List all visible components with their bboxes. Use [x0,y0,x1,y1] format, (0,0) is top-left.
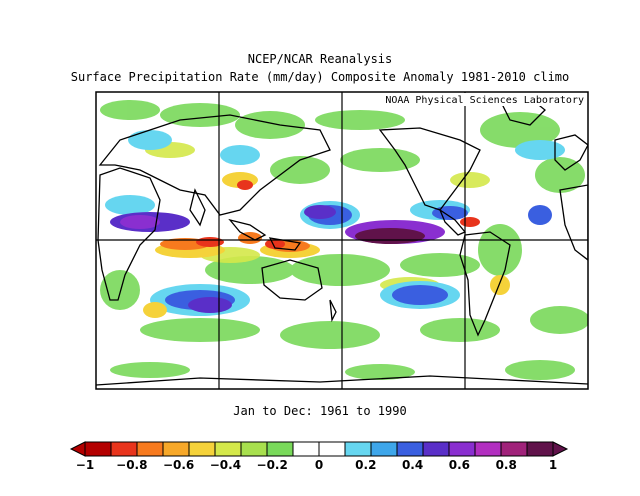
map-frame [95,91,589,390]
colorbar-box [344,441,372,457]
colorbar-box [500,441,528,457]
graticule [96,92,588,389]
colorbar: −1 −0.8 −0.6 −0.4 −0.2 0 0.2 0.4 0.6 0.8 1 [69,441,569,472]
colorbar-box [240,441,268,457]
colorbar-low-arrow [69,441,86,457]
colorbar-box [448,441,476,457]
colorbar-tick-label: −0.8 [116,458,147,472]
colorbar-box [422,441,450,457]
colorbar-tick-label: 0.2 [355,458,376,472]
colorbar-tick-label: 0.4 [402,458,423,472]
colorbar-box [110,441,138,457]
colorbar-box [318,441,346,457]
colorbar-box [136,441,164,457]
colorbar-box [474,441,502,457]
colorbar-tick-label: −0.6 [163,458,194,472]
colorbar-box [162,441,190,457]
colorbar-tick-labels: −1 −0.8 −0.6 −0.4 −0.2 0 0.2 0.4 0.6 0.8 1 [76,458,557,472]
colorbar-box [84,441,112,457]
precipitation-anomaly-map: NOAA Physical Sciences Laboratory [95,91,589,390]
colorbar-tick-label: 0.8 [496,458,517,472]
colorbar-high-arrow [552,441,569,457]
colorbar-tick-label: 1 [549,458,557,472]
coastlines [96,97,588,386]
colorbar-box [396,441,424,457]
date-range-label: Jan to Dec: 1961 to 1990 [233,404,407,418]
colorbar-tick-label: 0.6 [449,458,470,472]
colorbar-box [526,441,554,457]
chart-subtitle: Surface Precipitation Rate (mm/day) Comp… [70,70,570,84]
credit-box [418,93,587,106]
colorbar-tick-label: −0.2 [257,458,288,472]
colorbar-box [370,441,398,457]
colorbar-boxes [69,441,569,457]
colorbar-box [292,441,320,457]
colorbar-tick-label: 0 [315,458,323,472]
credit-text: NOAA Physical Sciences Laboratory [385,95,584,106]
colorbar-box [266,441,294,457]
colorbar-tick-label: −0.4 [210,458,241,472]
colorbar-box [214,441,242,457]
chart-title: NCEP/NCAR Reanalysis [247,52,393,66]
anomaly-field [100,100,588,380]
colorbar-tick-label: −1 [76,458,94,472]
colorbar-box [188,441,216,457]
